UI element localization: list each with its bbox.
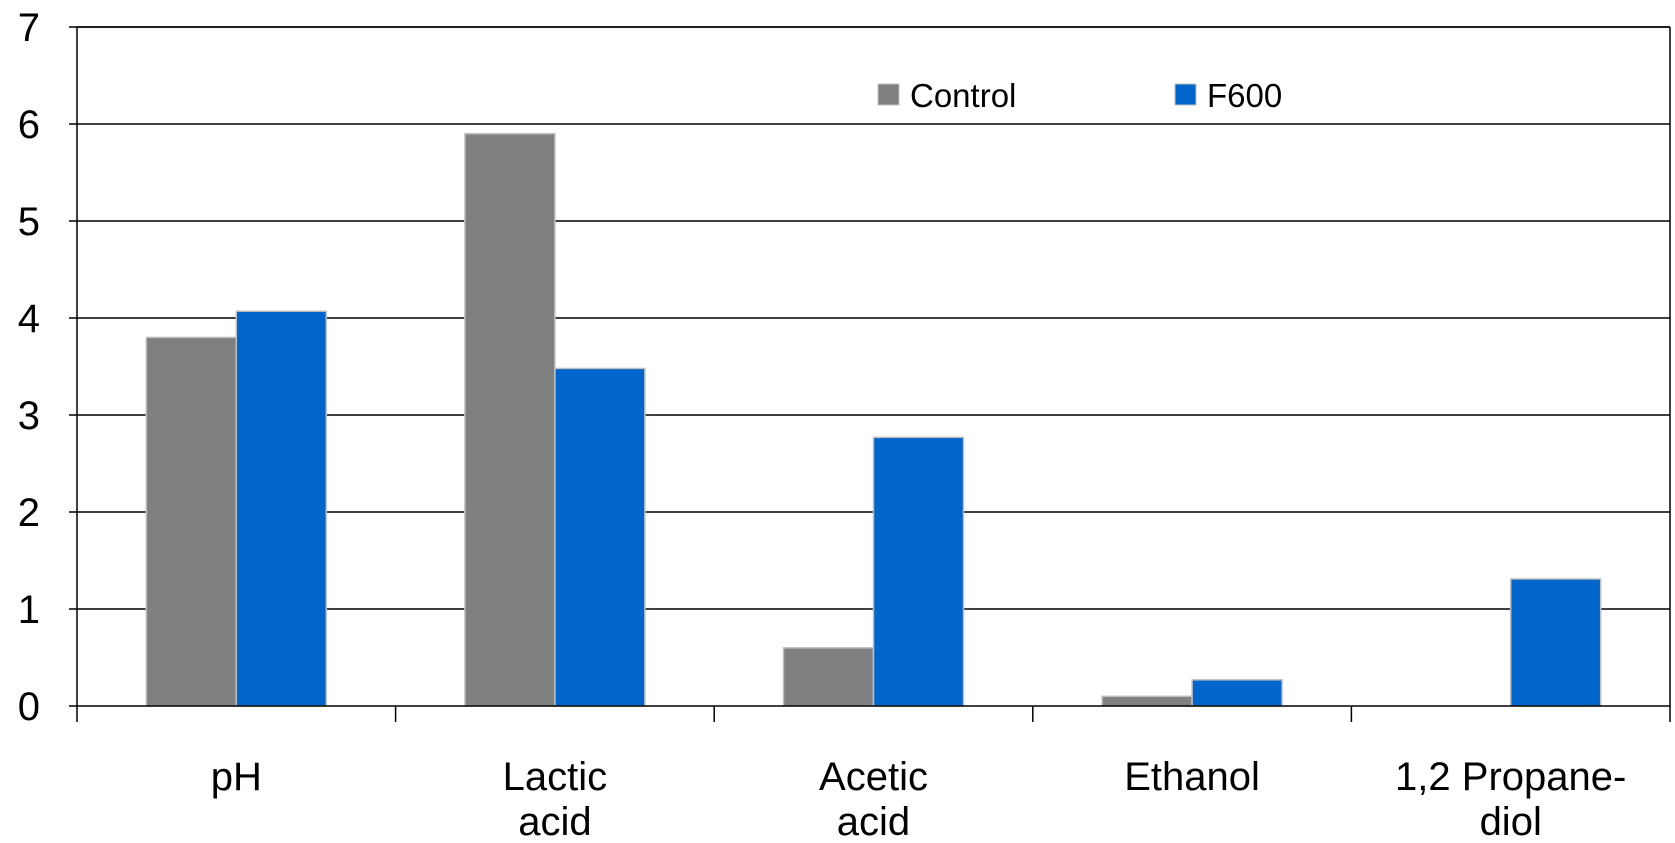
bar-control	[1101, 695, 1193, 707]
x-category-label: Ethanol	[1124, 755, 1260, 799]
bar-control	[464, 132, 556, 707]
legend-label: Control	[910, 77, 1016, 114]
bar-f600	[1191, 679, 1283, 707]
y-tick-label: 5	[18, 200, 40, 244]
y-tick-label: 4	[18, 297, 40, 341]
bar-f600	[1509, 578, 1602, 707]
y-tick-label: 1	[18, 588, 40, 632]
legend-item: F600	[1174, 77, 1282, 114]
legend-swatch	[1174, 83, 1197, 106]
x-category-label: Lactic acid	[503, 755, 608, 843]
x-category-label: pH	[211, 755, 262, 799]
bar-f600	[235, 310, 328, 707]
legend-label: F600	[1207, 77, 1282, 114]
bars	[145, 132, 1602, 707]
y-tick-labels: 0 1 2 3 4 5 6 7	[18, 6, 40, 729]
x-category-label: Acetic acid	[819, 755, 928, 843]
bar-f600	[872, 436, 965, 707]
bar-control	[782, 647, 875, 707]
y-tick-label: 3	[18, 394, 40, 438]
bar-control	[145, 336, 238, 707]
y-tick-label: 2	[18, 491, 40, 535]
y-tick-label: 6	[18, 103, 40, 147]
legend-swatch	[877, 83, 900, 106]
y-tick-label: 7	[18, 6, 40, 50]
x-category-labels: pH Lactic acid Acetic acid Ethanol 1,2 Propane…	[211, 755, 1627, 843]
bar-f600	[554, 367, 646, 707]
y-tick-label: 0	[18, 685, 40, 729]
legend-item: Control	[877, 77, 1016, 114]
axes	[69, 26, 1671, 722]
legend: Control F600	[877, 77, 1282, 114]
x-category-label: 1,2 Propane-diol	[1395, 755, 1626, 843]
